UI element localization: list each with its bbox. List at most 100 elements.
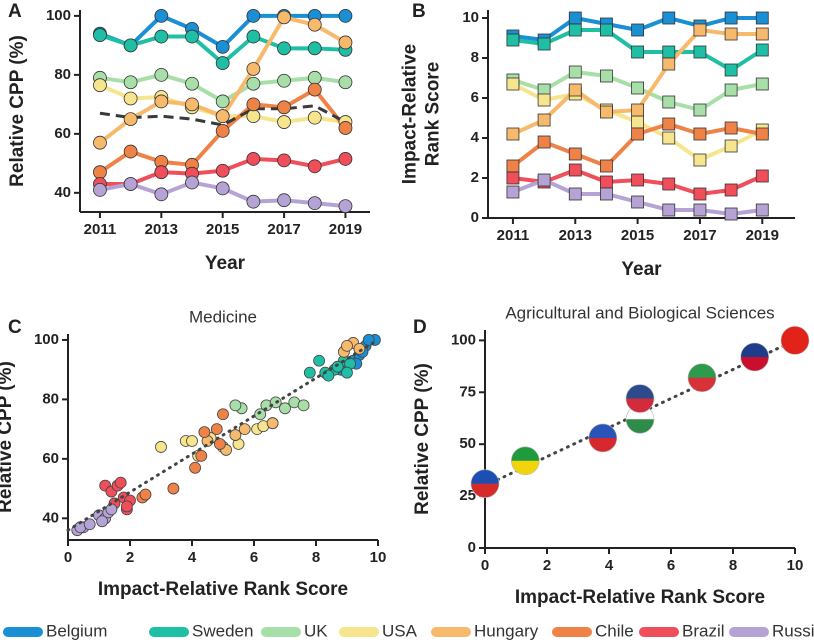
marker xyxy=(277,100,291,115)
marker xyxy=(246,109,261,124)
marker xyxy=(631,195,645,209)
x-tick-label: 4 xyxy=(605,557,614,574)
panel-letter: A xyxy=(8,1,22,22)
flag-edge xyxy=(510,446,540,476)
flag-point xyxy=(588,423,618,453)
marker xyxy=(93,165,107,180)
point xyxy=(313,354,326,367)
y-tick-label: 0 xyxy=(468,539,476,556)
marker xyxy=(246,152,261,166)
marker xyxy=(631,127,645,141)
marker xyxy=(662,177,676,191)
marker xyxy=(693,127,707,141)
marker xyxy=(662,131,676,145)
flag-point xyxy=(510,446,540,476)
marker xyxy=(755,27,769,41)
point xyxy=(341,339,353,352)
marker xyxy=(755,127,769,141)
point xyxy=(331,360,344,373)
x-tick-label: 10 xyxy=(370,549,387,566)
marker xyxy=(662,117,676,131)
marker xyxy=(631,115,645,129)
panel-letter: D xyxy=(413,317,427,338)
marker xyxy=(154,165,169,180)
x-axis-title: Impact-Relative Rank Score xyxy=(515,587,765,608)
marker xyxy=(600,159,613,173)
y-tick-label: 80 xyxy=(42,390,59,407)
marker xyxy=(724,83,738,97)
flag-bottom xyxy=(740,356,769,371)
legend-label: UK xyxy=(304,621,328,640)
legend-label: Brazil xyxy=(682,621,725,640)
marker xyxy=(93,135,107,150)
marker xyxy=(185,76,199,91)
y-tick-label: 60 xyxy=(42,450,59,467)
flag-edge xyxy=(470,469,500,498)
x-tick-label: 8 xyxy=(729,557,737,574)
marker xyxy=(724,121,738,135)
flag-point xyxy=(740,342,770,372)
marker xyxy=(631,45,645,59)
marker xyxy=(600,105,613,119)
point xyxy=(114,476,127,489)
x-tick-label: 8 xyxy=(312,549,320,566)
marker xyxy=(600,69,613,83)
x-tick-label: 2015 xyxy=(206,221,239,238)
marker xyxy=(154,8,169,23)
flag-edge xyxy=(740,342,770,372)
marker xyxy=(307,110,322,125)
x-tick-label: 2017 xyxy=(683,227,716,244)
panel-letter: C xyxy=(8,317,22,338)
marker xyxy=(338,75,353,90)
flag-bottom xyxy=(626,419,654,434)
marker xyxy=(537,173,551,187)
y-tick-label: 80 xyxy=(54,66,71,83)
panel-letter: B xyxy=(412,1,426,22)
y-axis-title: Relative CPP (%) xyxy=(412,363,433,515)
point xyxy=(279,402,291,415)
y-tick-label: 50 xyxy=(459,435,476,452)
marker xyxy=(693,203,707,217)
x-tick-label: 2019 xyxy=(746,227,779,244)
marker xyxy=(600,175,613,189)
chart-title: Medicine xyxy=(189,307,257,326)
marker xyxy=(277,153,291,168)
y-tick-label: 100 xyxy=(46,7,71,24)
marker xyxy=(724,207,738,221)
flag-point xyxy=(470,469,500,498)
marker xyxy=(123,144,138,159)
marker xyxy=(338,152,353,166)
flag-point xyxy=(625,404,655,434)
flag-point xyxy=(780,326,810,355)
marker xyxy=(568,11,582,25)
marker xyxy=(185,175,199,190)
flag-bottom xyxy=(626,398,654,413)
marker xyxy=(537,135,551,149)
marker xyxy=(307,82,322,97)
x-axis-title: Year xyxy=(205,253,246,274)
marker xyxy=(185,29,199,44)
marker xyxy=(693,23,707,37)
marker xyxy=(93,78,107,93)
x-tick-label: 6 xyxy=(250,549,258,566)
marker xyxy=(506,159,520,173)
flag-bottom xyxy=(688,377,716,392)
y-axis-title: Rank Score xyxy=(423,62,444,167)
chart-title: Agricultural and Biological Sciences xyxy=(505,303,774,322)
x-axis-title: Year xyxy=(621,259,662,280)
marker xyxy=(338,35,353,50)
marker xyxy=(755,203,769,217)
y-tick-label: 0 xyxy=(471,209,479,226)
point xyxy=(167,482,180,495)
flag-edge xyxy=(625,384,655,413)
y-tick-label: 8 xyxy=(471,49,479,66)
legend-label: Belgium xyxy=(46,621,107,640)
point xyxy=(297,399,310,412)
marker xyxy=(246,8,261,23)
marker xyxy=(277,193,291,208)
marker xyxy=(724,183,738,197)
legend-label: Sweden xyxy=(192,621,253,640)
legend-label: Hungary xyxy=(474,621,539,640)
marker xyxy=(307,159,322,174)
